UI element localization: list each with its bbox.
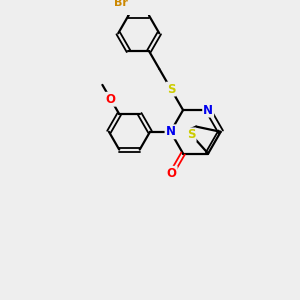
- Text: Br: Br: [114, 0, 128, 8]
- Text: O: O: [167, 167, 177, 180]
- Text: O: O: [106, 93, 116, 106]
- Text: S: S: [167, 82, 175, 96]
- Text: N: N: [166, 125, 176, 138]
- Text: N: N: [203, 103, 213, 117]
- Text: S: S: [187, 128, 196, 141]
